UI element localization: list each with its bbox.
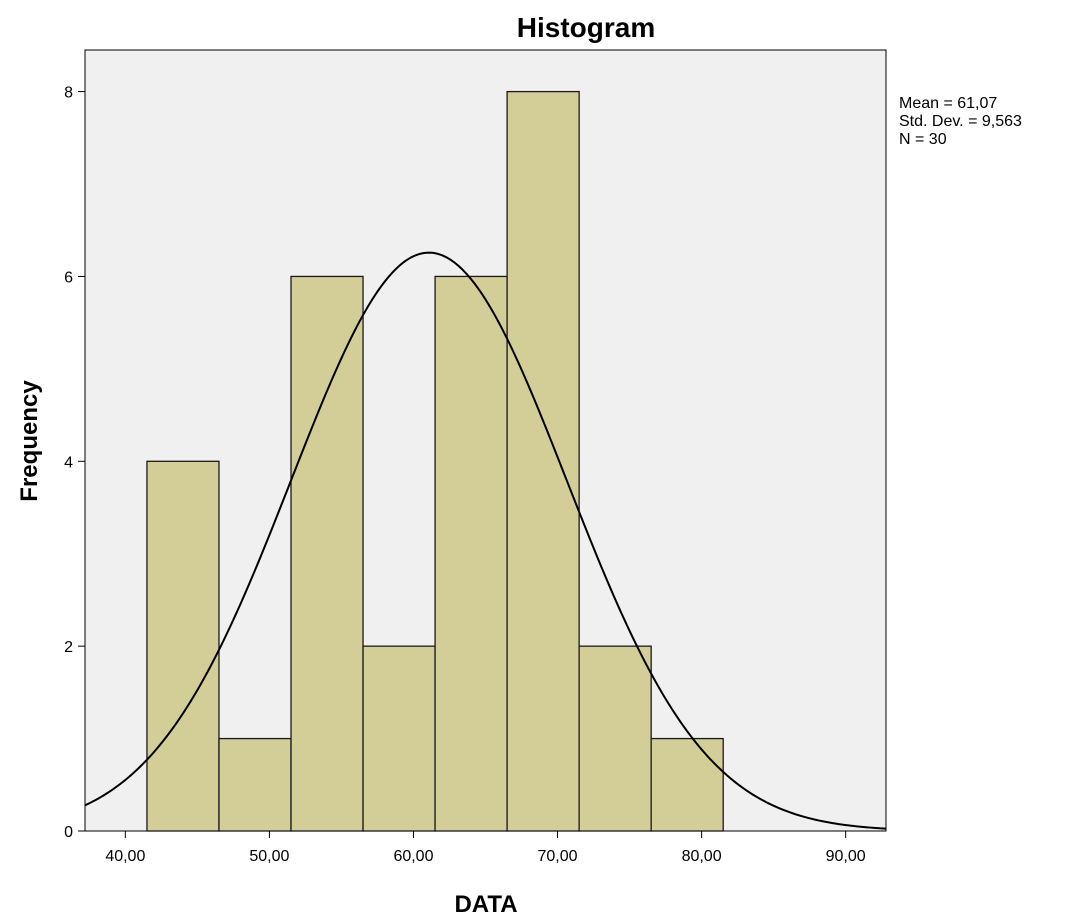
y-tick-label-2: 2 [64, 639, 73, 656]
x-tick-label-90: 90,00 [826, 848, 866, 865]
x-tick-label-80: 80,00 [682, 848, 722, 865]
histogram-bar-2 [218, 737, 292, 832]
x-tick-label-40: 40,00 [105, 848, 145, 865]
x-axis-title: DATA [454, 891, 517, 918]
stat-n: N = 30 [899, 131, 947, 148]
x-tick-label-60: 60,00 [393, 848, 433, 865]
statistics-box: Mean = 61,07 Std. Dev. = 9,563 N = 30 [899, 95, 1022, 148]
histogram-bar-4 [362, 645, 436, 832]
x-tick-label-50: 50,00 [249, 848, 289, 865]
y-tick-label-8: 8 [64, 85, 73, 102]
chart-title: Histogram [517, 12, 655, 43]
stat-mean: Mean = 61,07 [899, 95, 997, 112]
y-tick-label-4: 4 [64, 454, 73, 471]
normal-curve [84, 251, 887, 830]
bars-group [146, 90, 724, 832]
histogram-bar-8 [650, 737, 724, 832]
histogram-bar-5 [434, 275, 508, 832]
y-axis: 0 2 4 6 8 [64, 85, 85, 841]
histogram-bar-6 [506, 90, 580, 832]
stat-std-dev: Std. Dev. = 9,563 [899, 113, 1022, 130]
y-axis-title: Frequency [16, 380, 43, 502]
x-axis: 40,00 50,00 60,00 70,00 80,00 90,00 [105, 831, 866, 865]
histogram-bar-7 [578, 645, 652, 832]
y-tick-label-6: 6 [64, 269, 73, 286]
histogram-bar-1 [146, 460, 220, 832]
histogram-bar-3 [290, 275, 364, 832]
y-tick-label-0: 0 [64, 824, 73, 841]
x-tick-label-70: 70,00 [538, 848, 578, 865]
